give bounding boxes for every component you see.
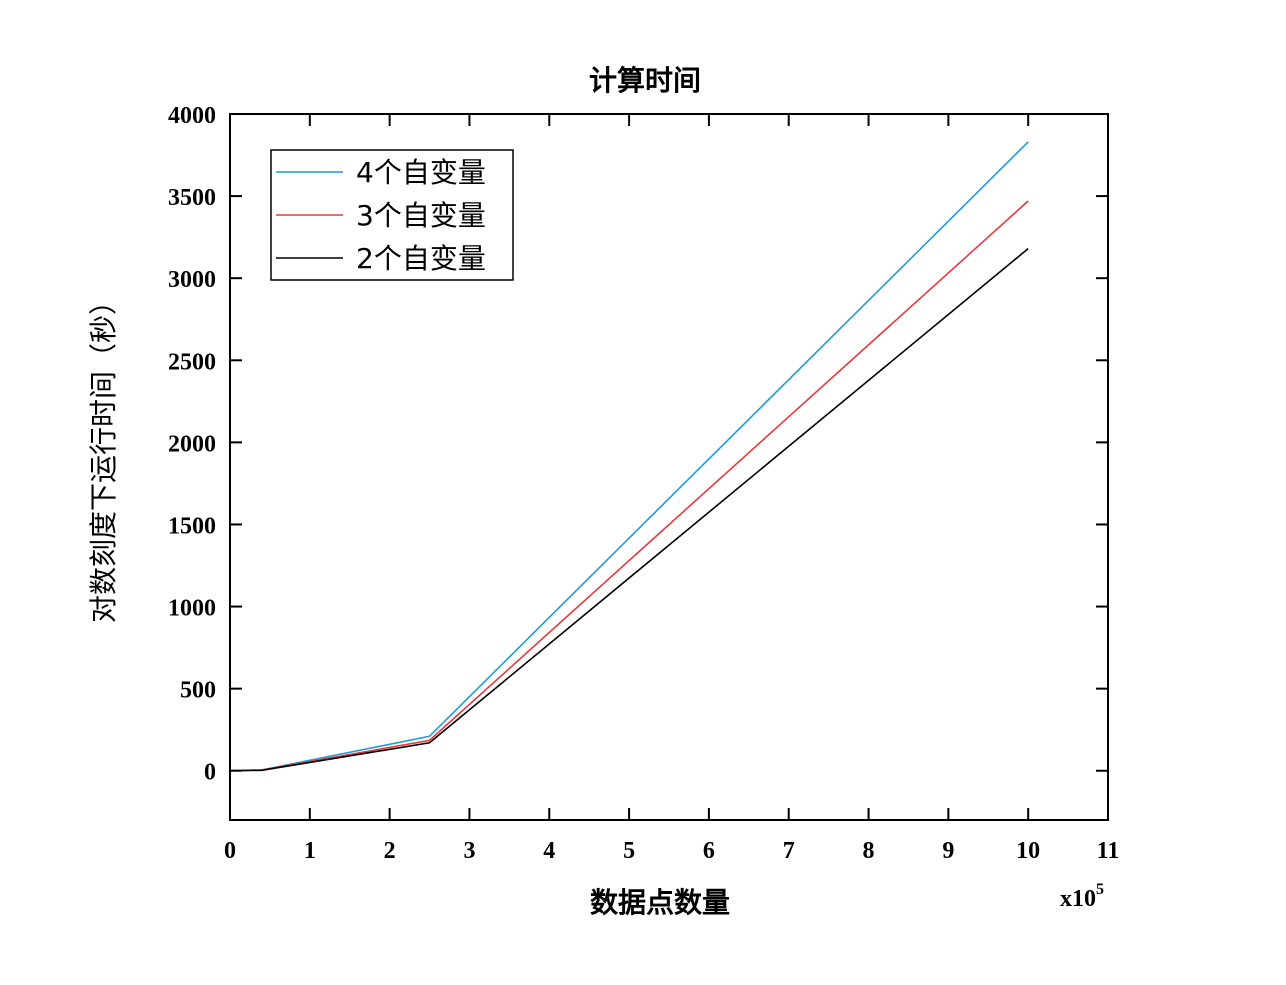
x-tick-label: 1 (304, 838, 316, 864)
x-tick-label: 10 (1016, 838, 1040, 864)
plot-area: 0 1 2 3 4 5 6 7 8 9 10 11 0 500 1000 1500 2000 2500 3000 35… (168, 103, 1119, 864)
y-tick-label: 3000 (168, 267, 216, 293)
x-tick-label: 4 (543, 838, 555, 864)
x-tick-label: 9 (942, 838, 954, 864)
y-tick-label: 4000 (168, 103, 216, 129)
x-tick-label: 2 (384, 838, 396, 864)
y-axis-label: 对数刻度下运行时间（秒） (87, 287, 120, 623)
y-tick-label: 1500 (168, 513, 216, 539)
x-tick-label: 6 (703, 838, 715, 864)
y-tick-label: 2000 (168, 431, 216, 457)
plot-frame (229, 113, 1109, 821)
x-tick-label: 0 (224, 838, 236, 864)
y-tick-label: 3500 (168, 185, 216, 211)
x-axis-multiplier-base: x10 (1060, 886, 1096, 912)
x-axis-label: 数据点数量 (590, 886, 730, 919)
legend-label-1: 4个自变量 (356, 156, 486, 189)
y-tick-label: 500 (180, 678, 216, 704)
legend-label-3: 2个自变量 (356, 242, 486, 275)
chart-title: 计算时间 (589, 64, 701, 97)
x-tick-label: 7 (783, 838, 795, 864)
x-tick-label: 8 (863, 838, 875, 864)
legend: 4个自变量 3个自变量 2个自变量 (270, 149, 514, 281)
x-tick-label: 5 (623, 838, 635, 864)
y-tick-label: 2500 (168, 349, 216, 375)
y-tick-label: 0 (204, 760, 216, 786)
series-line-3 (229, 247, 1029, 772)
series-line-2 (229, 200, 1029, 772)
x-axis-multiplier-exponent: 5 (1096, 881, 1104, 898)
x-tick-label: 3 (463, 838, 475, 864)
y-tick-label: 1000 (168, 596, 216, 622)
legend-label-2: 3个自变量 (356, 199, 486, 232)
x-axis-multiplier: x105 (1060, 881, 1104, 912)
x-tick-label: 11 (1097, 838, 1120, 864)
